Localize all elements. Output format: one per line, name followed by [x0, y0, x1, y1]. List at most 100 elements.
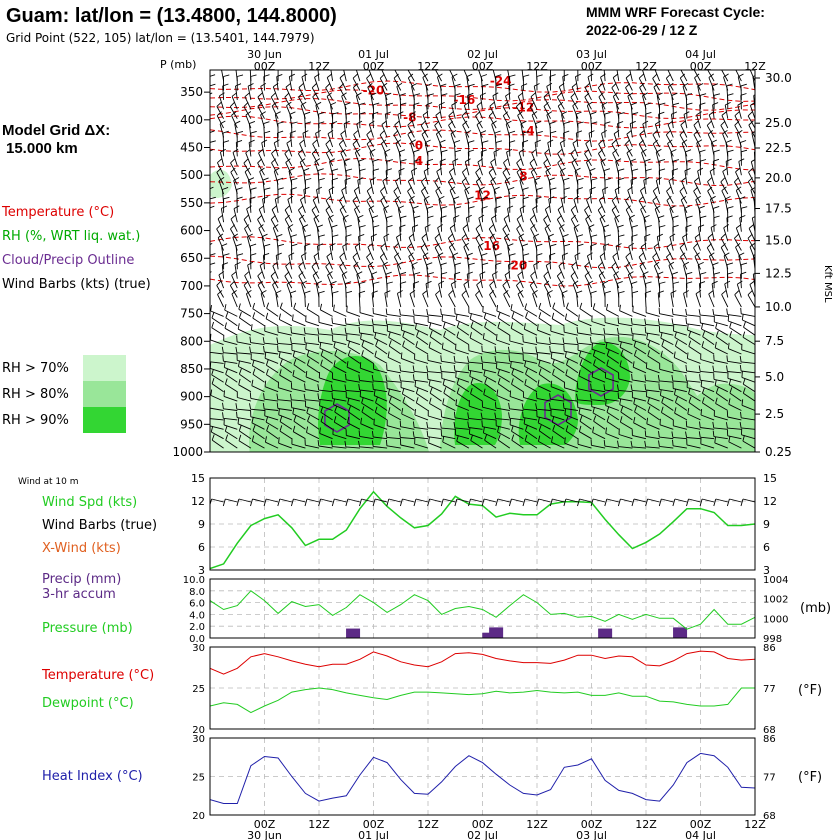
wind-barb: [532, 205, 538, 223]
wind-barb: [523, 323, 538, 336]
wind-barb: [382, 261, 388, 279]
time-tick-label-top: 12Z: [526, 60, 548, 73]
wind-barb: [387, 351, 401, 364]
wind-barb: [577, 438, 592, 449]
wind-barb: [260, 290, 267, 308]
wind-barb: [503, 290, 511, 308]
hi-unit: (°F): [798, 770, 822, 785]
wind-barb: [546, 111, 553, 129]
wind-barb: [573, 195, 580, 213]
wind-barb: [714, 379, 728, 393]
wind-barb: [265, 359, 279, 374]
wind-barb: [434, 177, 442, 195]
wind-barb: [279, 369, 293, 383]
wind-barb: [374, 332, 388, 346]
wind-barb: [606, 406, 620, 421]
wind-barb: [344, 327, 360, 336]
wind-barb: [700, 353, 715, 364]
wind-barb: [633, 397, 647, 411]
wind-barb: [505, 92, 511, 110]
temp-grid: [210, 647, 756, 729]
legend-x-wind: X-Wind (kts): [42, 541, 121, 556]
wind-barb: [222, 412, 238, 421]
wind-barb: [251, 416, 265, 430]
wind-barb: [250, 74, 257, 91]
wind-barb: [606, 359, 620, 374]
wind-barb: [223, 361, 238, 374]
wind-barb: [399, 317, 415, 327]
wind-barb: [265, 416, 279, 430]
wind-barb: [658, 307, 674, 317]
wind-barb: [248, 120, 256, 138]
wind-barb: [231, 92, 238, 110]
wind-barb: [590, 383, 606, 393]
wind-barb: [577, 121, 584, 138]
wind-barb: [284, 214, 293, 232]
wind-barb: [479, 92, 486, 110]
wind-barb: [303, 327, 320, 336]
surface-wind-barb: [481, 498, 497, 507]
pressure-tick-label: 700: [180, 279, 203, 293]
model-title: MMM WRF Forecast Cycle:: [586, 4, 765, 20]
surface-wind-barb: [222, 498, 238, 507]
wind-barb: [454, 93, 461, 110]
wind-barb: [463, 70, 470, 82]
dewpoint-line: [210, 687, 755, 714]
time-tick-label-bottom: 12Z: [417, 818, 439, 831]
wind-barb: [699, 272, 707, 289]
wind-barb: [706, 243, 715, 261]
wind-barb: [652, 196, 660, 214]
wind-barb: [726, 365, 742, 374]
wind-barb: [345, 290, 353, 308]
wind-barb: [591, 343, 606, 355]
wind-barb: [522, 335, 538, 346]
axis-tick-label: 1002: [763, 595, 788, 606]
axis-tick-label: 25: [192, 773, 205, 784]
wind-barb: [371, 271, 378, 289]
wind-barb: [332, 290, 339, 307]
wind-10m-title: Wind at 10 m: [18, 477, 78, 487]
wind-barb: [576, 393, 592, 402]
wind-barb: [285, 158, 293, 176]
time-tick-label-bottom: 00Z: [472, 818, 494, 831]
wind-barb: [366, 196, 374, 214]
wind-barb: [631, 234, 638, 251]
wind-barb: [220, 205, 228, 223]
wind-barb: [720, 177, 729, 195]
wind-barb: [723, 73, 729, 91]
wind-barb: [529, 280, 538, 298]
wind-barb: [358, 326, 374, 336]
wind-barb: [341, 186, 347, 204]
wind-barb: [673, 325, 688, 336]
wind-barb: [386, 224, 393, 242]
wind-barb: [385, 439, 401, 449]
surface-wind-barb: [345, 498, 361, 507]
wind-barb: [475, 290, 483, 308]
wind-barb: [359, 225, 366, 242]
wind-barb: [289, 290, 297, 308]
wind-barb: [223, 390, 238, 402]
legend-dewpoint: Dewpoint (°C): [42, 696, 134, 711]
axis-tick-label: 2.0: [189, 622, 205, 633]
wind-barb: [709, 195, 716, 213]
wind-barb: [509, 418, 524, 430]
wind-barb: [565, 369, 579, 383]
wind-barb: [374, 406, 388, 421]
wind-barb: [319, 342, 333, 355]
wind-barb: [674, 407, 688, 421]
wind-barb: [726, 355, 742, 364]
rh70-swatch: [83, 355, 126, 381]
axis-tick-label: 6: [763, 541, 770, 554]
wind-barb: [233, 205, 240, 223]
wind-barb: [262, 196, 269, 213]
wind-barb: [231, 111, 238, 129]
wind-barb: [545, 261, 552, 279]
wind-barb: [427, 149, 434, 166]
wind-barb: [366, 252, 374, 270]
wind-barb: [352, 139, 361, 157]
wind-barb: [647, 340, 660, 355]
wind-barb: [646, 417, 660, 430]
wind-barb: [252, 368, 265, 383]
wind-barb: [331, 168, 339, 185]
